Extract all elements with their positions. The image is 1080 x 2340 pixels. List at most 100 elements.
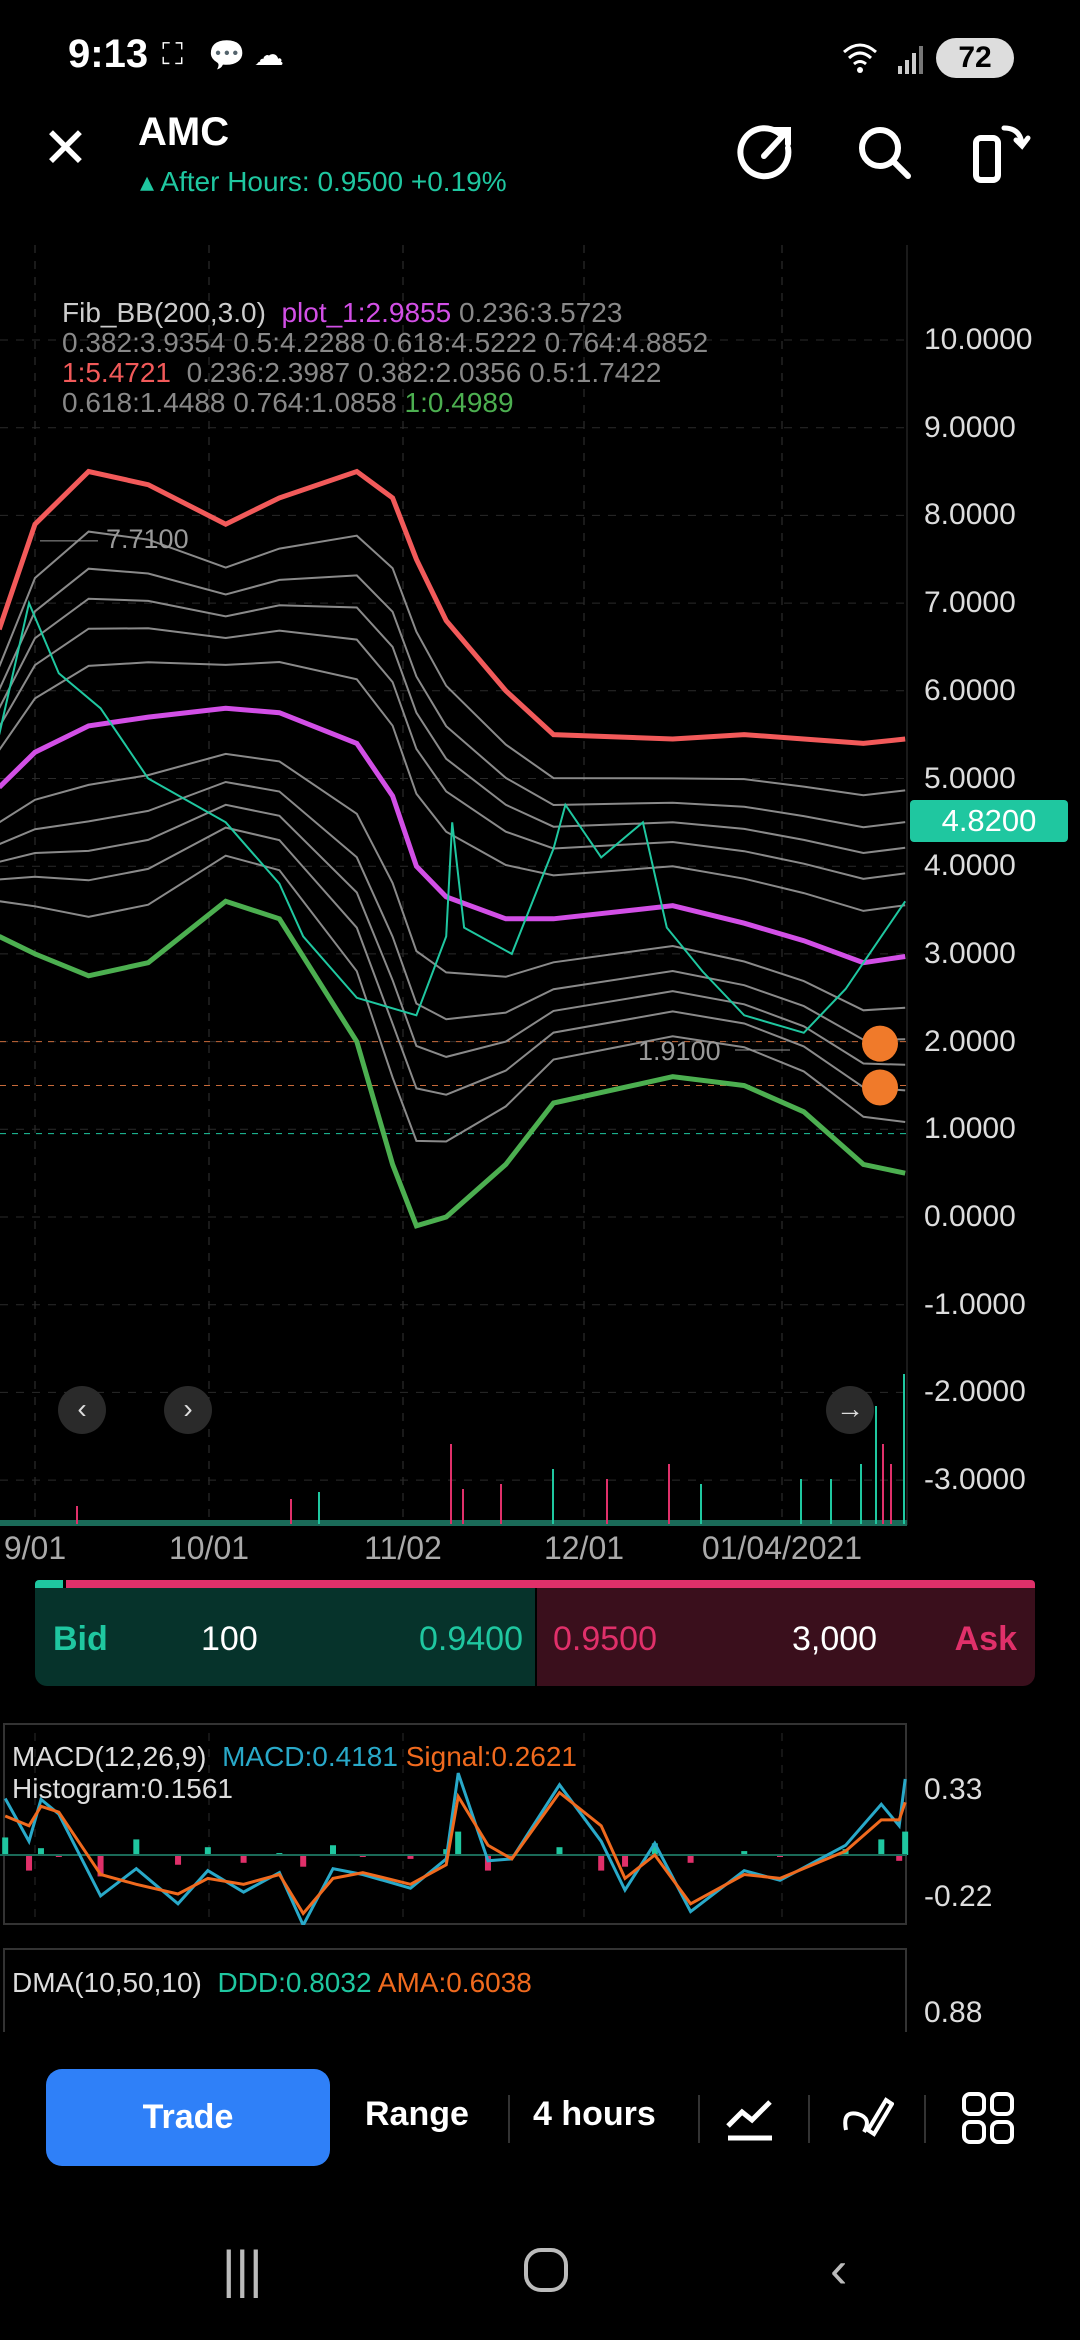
ddd-value: DDD:0.8032 (217, 1967, 372, 1998)
fib-band-lower (0, 826, 906, 1096)
histogram-value: Histogram:0.1561 (12, 1773, 234, 1804)
rotate-screen-icon[interactable] (968, 120, 1032, 184)
y-tick-label: 5.0000 (924, 761, 1016, 795)
indicators-icon[interactable] (722, 2090, 778, 2146)
histogram-bar (300, 1855, 307, 1867)
histogram-bar (556, 1847, 563, 1855)
more-grid-icon[interactable] (960, 2090, 1016, 2146)
macd-axis-label: -0.22 (924, 1880, 993, 1913)
y-tick-label: 3.0000 (924, 936, 1016, 970)
volume-bar (890, 1464, 892, 1524)
scroll-right-button[interactable]: › (164, 1386, 212, 1434)
fib-band-lower (0, 752, 906, 1012)
histogram-bar (741, 1851, 748, 1855)
home-icon[interactable] (522, 2246, 570, 2294)
bid-size: 100 (201, 1620, 258, 1658)
legend-upper: 1:5.4721 (62, 357, 171, 388)
histogram-bar (330, 1845, 336, 1855)
y-tick-label: 10.0000 (924, 323, 1033, 356)
macd-value: MACD:0.4181 (222, 1741, 398, 1772)
indicator-legend-line-3: 1:5.4721 0.236:2.3987 0.382:2.0356 0.5:1… (62, 358, 661, 388)
histogram-bar (896, 1855, 903, 1861)
legend-line4: 0.618:1.4488 0.764:1.0858 (62, 387, 397, 418)
bid-side: Bid 100 0.9400 (35, 1588, 535, 1686)
range-button[interactable]: Range (365, 2095, 469, 2133)
back-icon[interactable]: ‹ (830, 2241, 848, 2299)
fib-band-lower (0, 780, 906, 1041)
signal-icon (898, 46, 923, 74)
legend-plot1: plot_1:2.9855 (281, 297, 452, 328)
macd-panel[interactable] (3, 1723, 907, 1925)
macd-name: MACD(12,26,9) (12, 1741, 207, 1772)
bid-ask-panel: Bid 100 0.9400 0.9500 3,000 Ask (35, 1580, 1035, 1686)
y-tick-label: 9.0000 (924, 410, 1016, 444)
legend-line1-rest: 0.236:3.5723 (458, 297, 623, 328)
draw-icon[interactable] (838, 2090, 894, 2146)
trade-button[interactable]: Trade (46, 2069, 330, 2166)
legend-lower: 1:0.4989 (404, 387, 514, 418)
scroll-left-button[interactable]: ‹ (58, 1386, 106, 1434)
volume-bar (606, 1479, 608, 1524)
status-time: 9:13 (68, 32, 149, 76)
volume-bar (500, 1484, 502, 1524)
current-price-tag: 4.8200 (910, 800, 1068, 842)
histogram-bar (598, 1855, 605, 1871)
screenshot-icon: ⛶ (162, 38, 183, 71)
signal-line (4, 1790, 907, 1917)
indicator-legend-line-1: Fib_BB(200,3.0) plot_1:2.9855 0.236:3.57… (62, 298, 622, 328)
cloud-icon: ☁ (254, 39, 284, 72)
ask-price: 0.9500 (553, 1620, 657, 1658)
volume-bar (903, 1374, 905, 1524)
after-hours-text: After Hours: 0.9500 +0.19% (160, 166, 507, 197)
legend-line-2: 0.382:3.9354 0.5:4.2288 0.618:4.5222 0.7… (62, 327, 709, 358)
volume-bar (290, 1499, 292, 1524)
main-chart[interactable] (0, 0, 1080, 1560)
ticker-symbol: AMC (138, 110, 230, 154)
y-tick-label: 4.0000 (924, 849, 1016, 883)
ama-value: AMA:0.6038 (377, 1967, 532, 1998)
histogram-bar (37, 1848, 44, 1855)
recent-apps-icon[interactable]: ||| (222, 2241, 263, 2299)
macd-chart (0, 1733, 909, 1925)
legend-name: Fib_BB(200,3.0) (62, 297, 266, 328)
battery-indicator: 72 (936, 38, 1014, 78)
histogram-bar (26, 1855, 33, 1871)
bid-ratio-bar (35, 1580, 63, 1588)
histogram-bar (651, 1843, 658, 1855)
histogram-bar (133, 1839, 140, 1855)
search-icon[interactable] (852, 120, 916, 184)
y-tick-label: -3.0000 (924, 1463, 1026, 1497)
volume-baseline (0, 1520, 907, 1526)
interval-button[interactable]: 4 hours (533, 2095, 656, 2133)
price-line (0, 599, 907, 1034)
high-label: 7.7100 (106, 524, 189, 554)
macd-axis-label: 0.33 (924, 1773, 983, 1806)
ask-size: 3,000 (792, 1620, 878, 1658)
histogram-bar (687, 1855, 694, 1863)
histogram-bar (2, 1837, 9, 1855)
share-icon[interactable] (736, 120, 800, 184)
close-icon[interactable]: ✕ (42, 116, 89, 179)
lower-band-line (0, 898, 906, 1229)
histogram-bar (484, 1855, 491, 1871)
chat-icon: 💬 (208, 39, 246, 72)
upper-band-line (0, 468, 906, 746)
histogram-bar (407, 1855, 414, 1859)
volume-bar (882, 1444, 884, 1524)
fib-band-upper (0, 597, 906, 855)
middle-band-line (0, 705, 906, 966)
volume-bar (830, 1479, 832, 1524)
signal-value: Signal:0.2621 (405, 1741, 577, 1772)
volume-bar (76, 1506, 78, 1524)
divider (924, 2095, 926, 2143)
histogram-bar (902, 1831, 909, 1855)
dma-name: DMA(10,50,10) (12, 1967, 202, 1998)
alert-bell-icon (862, 1025, 898, 1062)
histogram-bar (455, 1831, 462, 1855)
volume-bar (700, 1484, 702, 1524)
y-tick-label: 0.0000 (924, 1200, 1016, 1233)
jump-to-latest-button[interactable]: → (826, 1386, 874, 1434)
histogram-bar (878, 1839, 885, 1855)
volume-bar (318, 1492, 320, 1524)
histogram-bar (175, 1855, 182, 1865)
